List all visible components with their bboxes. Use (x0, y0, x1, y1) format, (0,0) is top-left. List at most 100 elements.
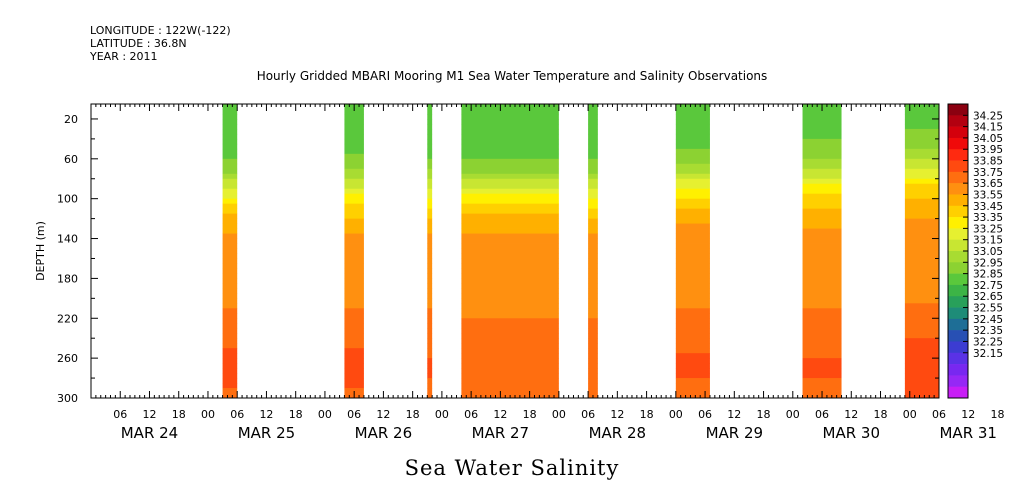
heatmap-cell (675, 268, 710, 274)
heatmap-cell (427, 108, 433, 115)
heatmap-cell (427, 373, 433, 379)
heatmap-cell (461, 153, 559, 160)
heatmap-cell (904, 333, 939, 339)
heatmap-cell (904, 178, 939, 185)
x-tick-label: 06 (464, 408, 478, 421)
x-tick-label: 12 (610, 408, 624, 421)
heatmap-cell (588, 153, 598, 160)
heatmap-cell (588, 388, 598, 394)
heatmap-cell (802, 218, 842, 224)
heatmap-cell (588, 143, 598, 150)
heatmap-cell (588, 368, 598, 374)
heatmap-cell (427, 388, 433, 394)
latitude-label: LATITUDE : 36.8N (90, 37, 187, 50)
heatmap-cell (675, 298, 710, 304)
heatmap-cell (461, 383, 559, 389)
colorbar-label: 32.55 (973, 303, 1003, 315)
heatmap-cell (344, 193, 364, 200)
heatmap-cell (802, 338, 842, 344)
heatmap-cell (802, 208, 842, 215)
heatmap-cell (904, 158, 939, 165)
heatmap-cell (802, 278, 842, 284)
heatmap-cell (802, 128, 842, 135)
colorbar-label: 33.35 (973, 212, 1003, 224)
heatmap-cell (588, 173, 598, 180)
heatmap-cell (427, 363, 433, 369)
heatmap-cell (675, 318, 710, 324)
heatmap-cell (461, 143, 559, 150)
heatmap-cell (675, 278, 710, 284)
heatmap-cell (675, 118, 710, 125)
heatmap-cell (427, 138, 433, 145)
colorbar-label: 33.55 (973, 189, 1003, 201)
heatmap-cell (904, 293, 939, 299)
heatmap-cell (675, 213, 710, 220)
heatmap-cell (675, 368, 710, 374)
heatmap-cell (588, 263, 598, 269)
heatmap-cell (461, 343, 559, 349)
heatmap-cell (904, 278, 939, 284)
heatmap-cell (461, 263, 559, 269)
heatmap-cell (222, 378, 238, 384)
heatmap-cell (461, 388, 559, 394)
heatmap-cell (802, 298, 842, 304)
data-segment (222, 104, 238, 398)
heatmap-cell (344, 273, 364, 279)
heatmap-cell (675, 188, 710, 195)
x-day-label: MAR 29 (706, 424, 763, 442)
heatmap-cell (802, 373, 842, 379)
heatmap-cell (427, 258, 433, 264)
heatmap-cell (461, 348, 559, 354)
heatmap-cell (427, 218, 433, 224)
heatmap-cell (802, 198, 842, 205)
heatmap-cell (588, 228, 598, 234)
colorbar-label: 32.25 (973, 336, 1003, 348)
colorbar-swatch (948, 352, 968, 365)
heatmap-cell (802, 163, 842, 170)
heatmap-cell (588, 313, 598, 319)
heatmap-cell (461, 353, 559, 359)
heatmap-cell (344, 353, 364, 359)
heatmap-cell (427, 378, 433, 384)
heatmap-cell (588, 343, 598, 349)
heatmap-cell (904, 193, 939, 200)
heatmap-cell (461, 228, 559, 234)
x-tick-label: 18 (640, 408, 654, 421)
heatmap-cell (904, 168, 939, 175)
heatmap-cell (675, 163, 710, 170)
heatmap-cell (904, 393, 939, 398)
colorbar-swatch (948, 183, 968, 195)
heatmap-cell (222, 368, 238, 374)
colorbar-label: 33.45 (973, 201, 1003, 213)
heatmap-cell (222, 138, 238, 145)
heatmap-cell (222, 238, 238, 244)
heatmap-cell (461, 243, 559, 249)
heatmap-cell (461, 308, 559, 314)
heatmap-cell (222, 308, 238, 314)
x-tick-label: 18 (874, 408, 888, 421)
heatmap-cell (904, 223, 939, 229)
heatmap-cell (904, 118, 939, 125)
colorbar-swatch (948, 330, 968, 342)
heatmap-cell (675, 193, 710, 200)
heatmap-cell (461, 133, 559, 140)
heatmap-cell (461, 148, 559, 155)
heatmap-cell (461, 338, 559, 344)
heatmap-cell (222, 263, 238, 269)
heatmap-cell (222, 383, 238, 389)
heatmap-cell (344, 218, 364, 224)
heatmap-cell (222, 313, 238, 319)
heatmap-cell (427, 243, 433, 249)
heatmap-cell (904, 363, 939, 369)
heatmap-cell (588, 128, 598, 135)
heatmap-cell (904, 253, 939, 259)
heatmap-cell (588, 253, 598, 259)
heatmap-cell (222, 118, 238, 125)
colorbar: 34.2534.1534.0533.9533.8533.7533.6533.55… (947, 103, 1003, 399)
y-axis-label: DEPTH (m) (34, 221, 47, 281)
y-tick-label: 220 (57, 312, 78, 325)
heatmap-cell (427, 323, 433, 329)
heatmap-cell (222, 168, 238, 175)
heatmap-cell (344, 153, 364, 160)
heatmap-cell (427, 173, 433, 180)
